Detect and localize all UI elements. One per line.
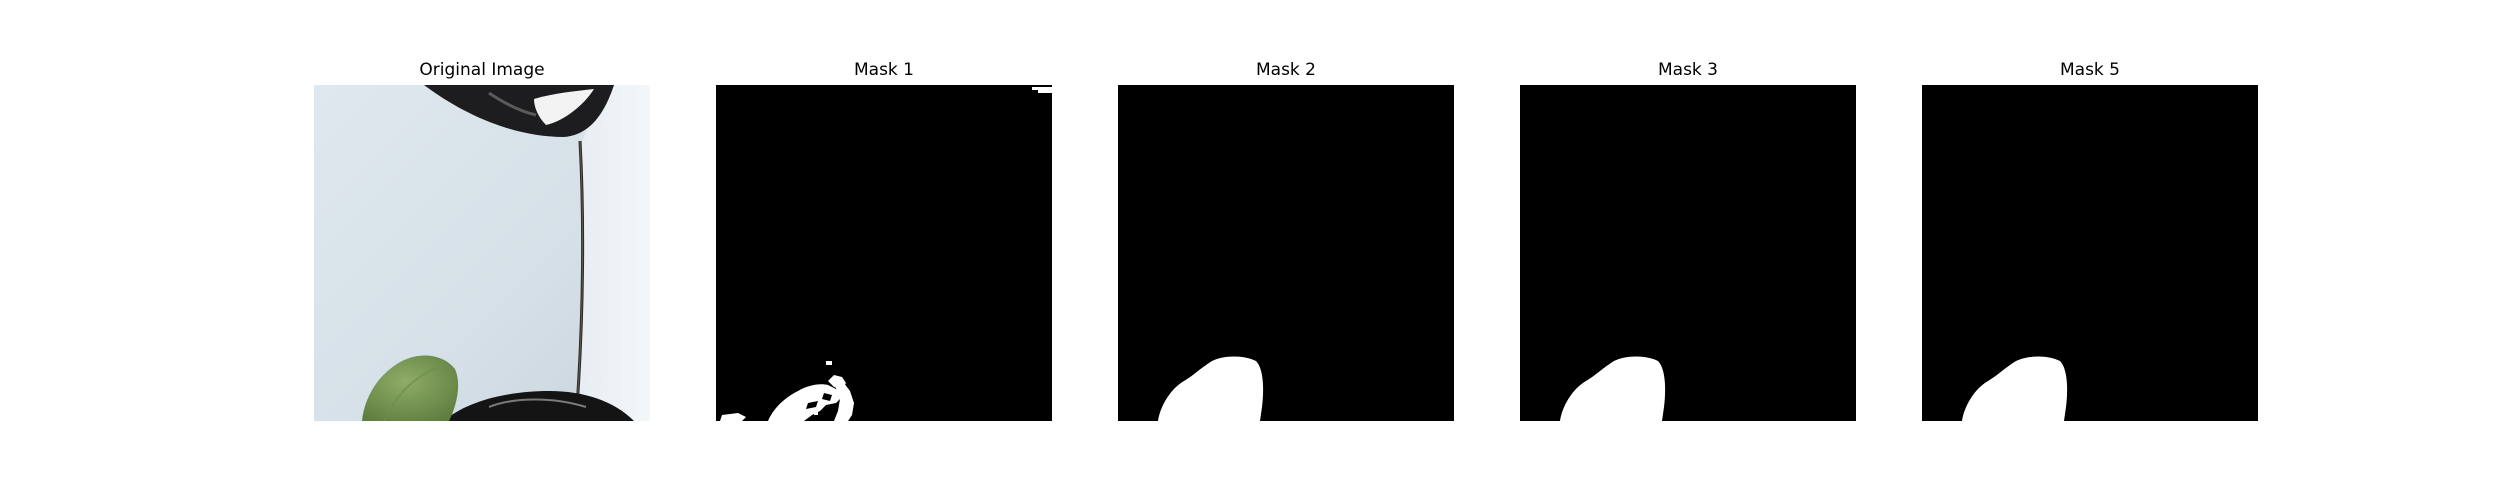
mask-2-image [1118, 85, 1454, 421]
panel-mask-5: Mask 5 [1922, 0, 2258, 500]
panel-mask-3: Mask 3 [1520, 0, 1856, 500]
panel-mask-2: Mask 2 [1118, 0, 1454, 500]
panel-title: Mask 2 [1255, 60, 1316, 80]
panel-title: Mask 5 [2059, 60, 2120, 80]
mask-1-image [716, 85, 1052, 421]
mask-5-image [1922, 85, 2258, 421]
original-photo [314, 85, 650, 421]
panel-title: Mask 1 [853, 60, 914, 80]
panel-mask-1: Mask 1 [716, 0, 1052, 500]
mask-3-image [1520, 85, 1856, 421]
panel-title: Mask 3 [1657, 60, 1718, 80]
panel-title: Original Image [419, 60, 545, 80]
panel-original-image: Original Image [314, 0, 650, 500]
